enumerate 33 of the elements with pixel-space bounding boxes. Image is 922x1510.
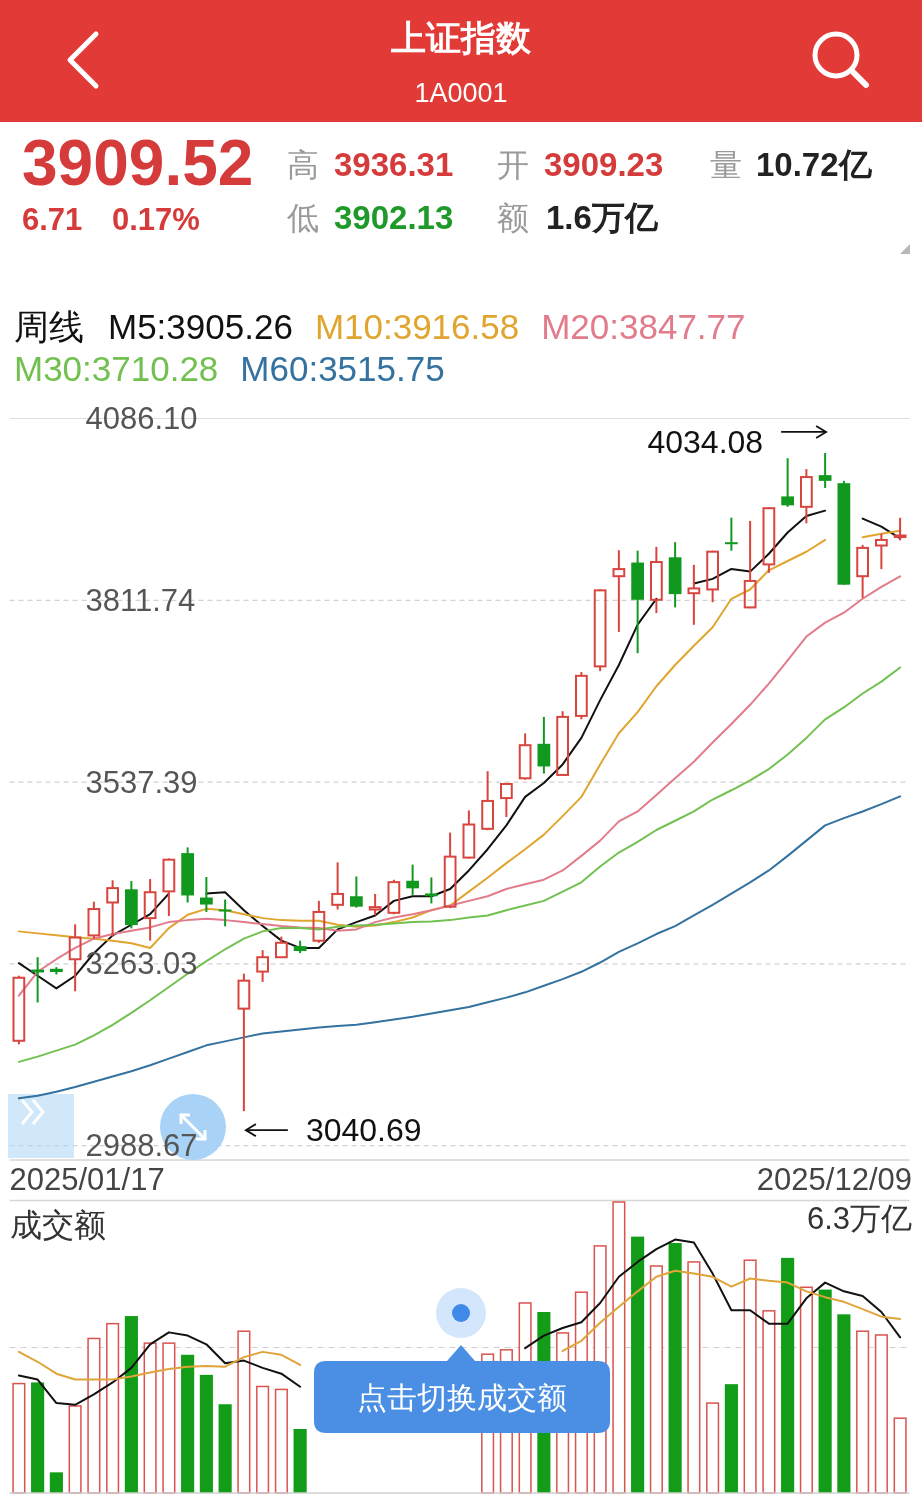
legend-entry: M5:3905.26	[108, 307, 293, 346]
annotation: 4034.08	[647, 423, 764, 460]
annotation: 3936.31	[334, 146, 454, 183]
annotation: 3040.69	[305, 1112, 422, 1149]
annotation: 6.3万亿	[806, 1201, 912, 1236]
annotation: 点击切换成交额	[357, 1380, 567, 1414]
annotation: 2025/01/17	[9, 1162, 165, 1197]
ytick-label: 3537.39	[85, 764, 198, 800]
annotation: 低	[287, 200, 319, 236]
ytick-label: 3811.74	[85, 582, 196, 618]
annotation: 高	[287, 147, 319, 183]
annotation: 开	[497, 147, 529, 183]
legend-entry: M60:3515.75	[240, 349, 445, 388]
legend-entry: M20:3847.77	[541, 307, 746, 346]
legend-entry: M30:3710.28	[14, 349, 219, 388]
annotation: 3909.52	[22, 127, 254, 199]
ytick-label: 2988.67	[85, 1128, 198, 1164]
legend-entry: M10:3916.58	[314, 307, 520, 346]
annotation: 额	[497, 200, 529, 236]
subtitle: 1A0001	[414, 78, 508, 108]
title: 上证指数	[391, 18, 531, 57]
annotation: 3909.23	[544, 146, 664, 183]
annotation: 2025/12/09	[756, 1162, 912, 1197]
title: 成交额	[10, 1207, 106, 1243]
legend-title: 周线	[14, 307, 84, 346]
annotation: 1.6万亿	[546, 199, 658, 236]
annotation: 6.71	[22, 202, 83, 237]
ytick-label: 3263.03	[85, 946, 198, 982]
annotation: 量	[710, 147, 742, 183]
annotation: 0.17%	[112, 202, 200, 237]
ytick-label: 4086.10	[85, 401, 198, 436]
annotation: 3902.13	[334, 199, 454, 236]
annotation: 10.72亿	[756, 146, 872, 183]
